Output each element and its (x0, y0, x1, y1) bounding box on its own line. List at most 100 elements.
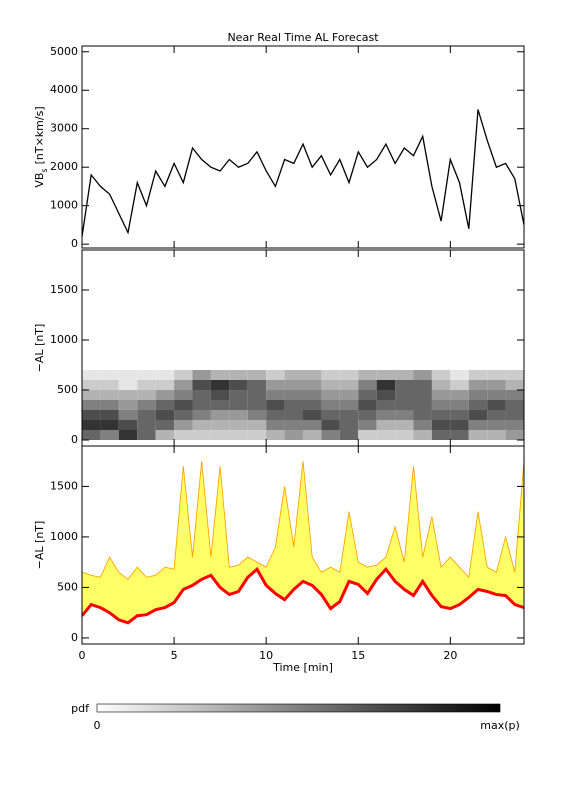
heat-cell (247, 400, 267, 410)
heat-cell (284, 430, 303, 440)
heat-cell (210, 410, 230, 420)
heat-cell (339, 400, 359, 410)
y-tick-label: 500 (57, 580, 78, 593)
heat-cell (100, 380, 119, 390)
y-tick-label: 2000 (50, 160, 78, 173)
heat-cell (303, 370, 322, 380)
frame (81, 45, 525, 249)
heat-cell (413, 420, 432, 430)
plot-area (82, 109, 524, 237)
heat-cell (82, 400, 101, 410)
y-axis-label: −AL [nT] (33, 521, 46, 570)
heat-cell (210, 430, 230, 440)
y-label-sub: s (40, 168, 49, 172)
heat-cell (468, 420, 488, 430)
heat-cell (303, 430, 322, 440)
y-label-units: [nT×km/s] (33, 106, 46, 164)
heat-cell (266, 400, 285, 410)
y-tick-label: 1500 (50, 283, 78, 296)
heat-cell (100, 420, 119, 430)
heat-cell (376, 400, 396, 410)
y-tick-label: 500 (57, 383, 78, 396)
heat-cell (339, 390, 359, 400)
heat-cell (137, 410, 156, 420)
heat-cell (100, 370, 119, 380)
heat-cell (431, 370, 451, 380)
heat-cell (82, 370, 101, 380)
x-tick-label: 15 (351, 649, 365, 662)
heat-cell (100, 400, 119, 410)
heat-cell (118, 420, 138, 430)
heat-cell (210, 400, 230, 410)
chart-title: Near Real Time AL Forecast (227, 31, 379, 44)
heat-cell (284, 370, 303, 380)
heat-cell (450, 420, 469, 430)
heat-cell (468, 410, 488, 420)
heat-cell (376, 380, 396, 390)
heat-cell (284, 390, 303, 400)
heat-cell (266, 370, 285, 380)
heat-cell (137, 370, 156, 380)
heat-cell (321, 380, 340, 390)
heat-cell (431, 380, 451, 390)
heat-cell (321, 420, 340, 430)
heat-cell (468, 370, 488, 380)
heat-cell (431, 390, 451, 400)
x-tick-label: 0 (79, 649, 86, 662)
heat-cell (376, 370, 396, 380)
heat-cell (266, 420, 285, 430)
heat-cell (358, 400, 377, 410)
heat-cell (413, 370, 432, 380)
lower-line (82, 566, 524, 625)
heat-cell (303, 410, 322, 420)
colorbar-label: pdf (71, 702, 90, 715)
heat-cell (100, 390, 119, 400)
heat-cell (118, 380, 138, 390)
heat-cell (284, 380, 303, 390)
heat-cell (505, 370, 524, 380)
heat-cell (137, 420, 156, 430)
heat-cell (468, 400, 488, 410)
heat-cell (358, 380, 377, 390)
band-fill (82, 461, 524, 623)
heat-cell (210, 380, 230, 390)
heat-cell (137, 380, 156, 390)
data-line (82, 109, 524, 237)
y-tick-label: 3000 (50, 122, 78, 135)
heat-cell (192, 400, 211, 410)
heat-cell (137, 430, 156, 440)
plot-area (82, 461, 524, 625)
upper-line (82, 461, 524, 580)
heat-cell (321, 370, 340, 380)
heat-cell (192, 380, 211, 390)
heat-cell (395, 380, 414, 390)
heat-cell (431, 420, 451, 430)
x-tick-label: 20 (443, 649, 457, 662)
heat-cell (358, 430, 377, 440)
heat-cell (450, 380, 469, 390)
heat-cell (468, 430, 488, 440)
heat-cell (450, 410, 469, 420)
heat-cell (247, 380, 267, 390)
y-tick-label: 1000 (50, 333, 78, 346)
heat-cell (450, 400, 469, 410)
heat-cell (431, 410, 451, 420)
heat-cell (229, 390, 248, 400)
heat-cell (339, 370, 359, 380)
heat-cell (192, 420, 211, 430)
heat-cell (395, 400, 414, 410)
heat-cell (192, 430, 211, 440)
y-tick-label: 0 (71, 631, 78, 644)
heat-cell (505, 430, 524, 440)
y-tick-label: 1000 (50, 199, 78, 212)
y-tick-label: 1000 (50, 530, 78, 543)
heat-cell (174, 410, 193, 420)
heat-cell (247, 370, 267, 380)
heat-cell (339, 430, 359, 440)
heat-cell (174, 390, 193, 400)
colorbar-max: max(p) (480, 719, 520, 732)
y-tick-label: 4000 (50, 83, 78, 96)
heat-cell (229, 420, 248, 430)
heat-cell (192, 410, 211, 420)
heat-cell (339, 410, 359, 420)
